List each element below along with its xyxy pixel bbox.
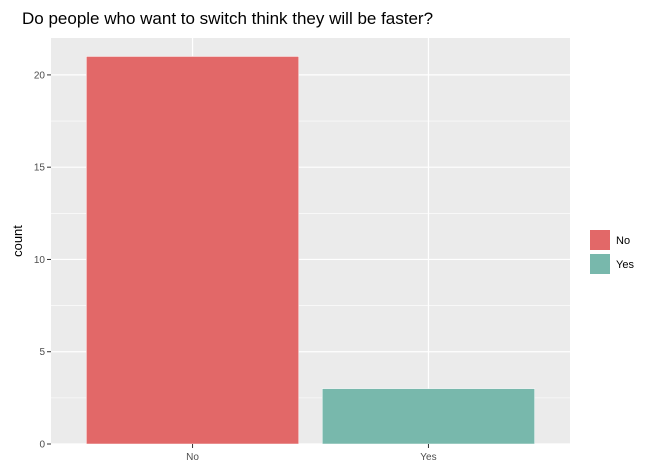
legend-key-yes (590, 254, 610, 274)
bar-yes (322, 388, 535, 445)
y-axis-label: count (10, 225, 25, 257)
bar-no (86, 56, 299, 445)
y-axis-ticks: 0 5 10 15 20 (34, 70, 51, 451)
legend: No Yes (590, 230, 634, 274)
y-tick-label: 20 (34, 70, 46, 81)
chart-title: Do people who want to switch think they … (22, 9, 433, 28)
y-tick-label: 0 (39, 440, 45, 451)
x-axis-ticks: No Yes (186, 444, 437, 463)
legend-label-yes: Yes (616, 259, 634, 271)
x-tick-label-no: No (186, 452, 199, 463)
bars (86, 56, 535, 445)
x-tick-label-yes: Yes (420, 452, 436, 463)
y-tick-label: 5 (39, 347, 45, 358)
legend-label-no: No (616, 235, 630, 247)
y-tick-label: 10 (34, 255, 46, 266)
legend-key-no (590, 230, 610, 250)
y-tick-label: 15 (34, 163, 46, 174)
